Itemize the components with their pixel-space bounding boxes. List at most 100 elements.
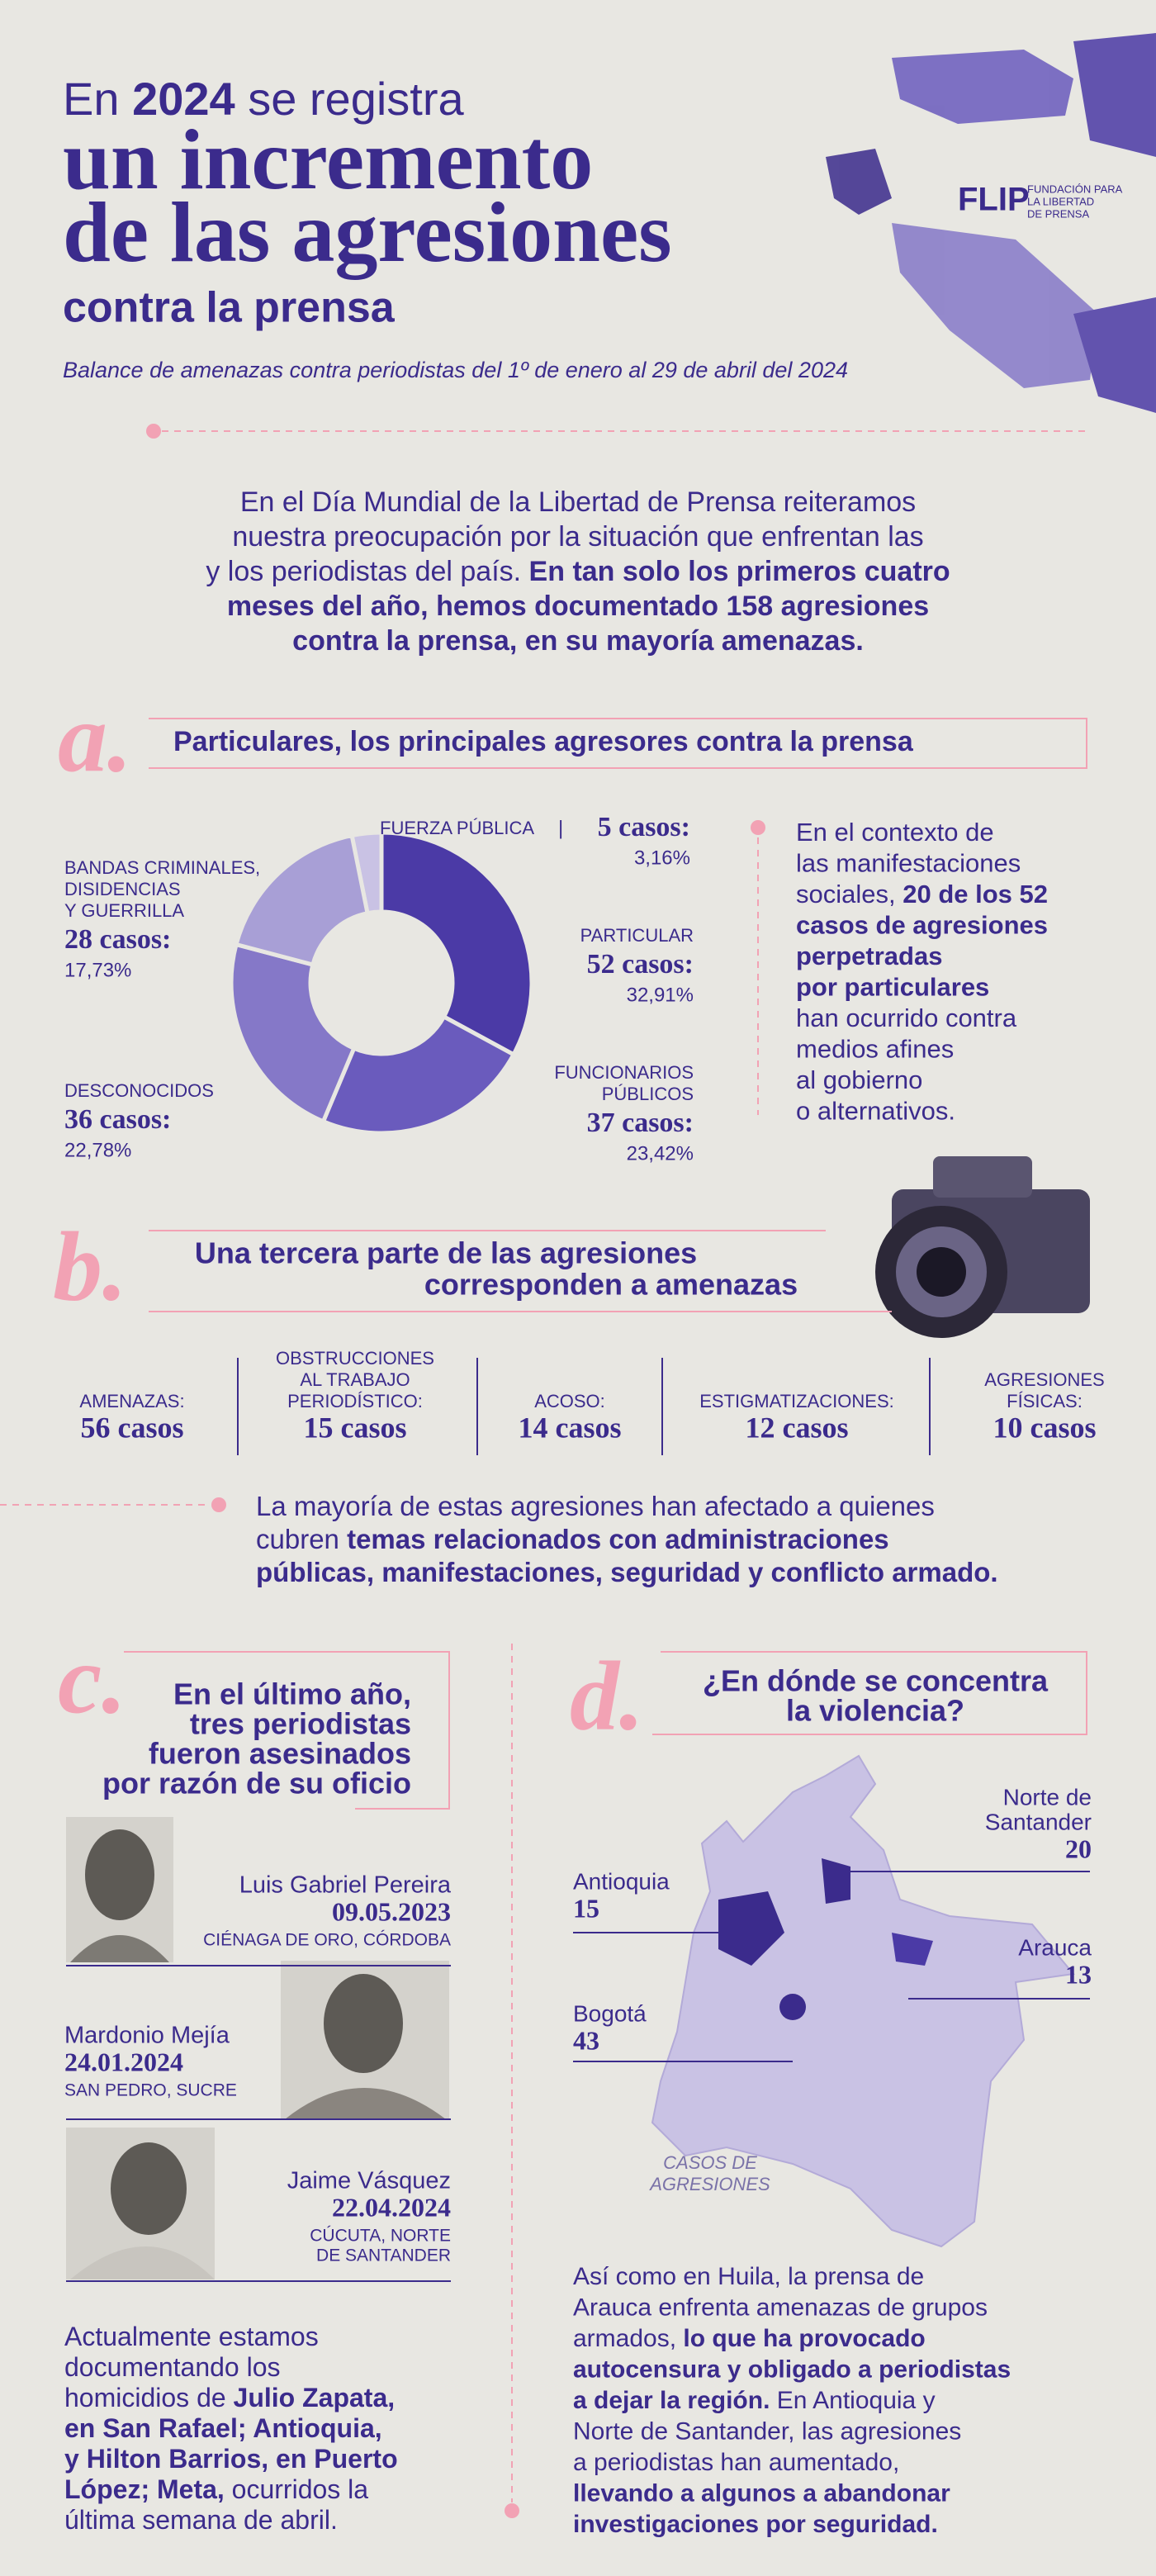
logo-mark: FLIP <box>958 182 1030 218</box>
note-text-part: las manifestaciones <box>796 849 1021 878</box>
intro-text-part: y los periodistas del país. <box>206 556 528 587</box>
hand <box>826 149 892 215</box>
header-box <box>124 1651 450 1810</box>
stat-value: 15 casos <box>304 1411 407 1444</box>
note-text: última semana de abril. <box>64 2505 338 2535</box>
section-title: Particulares, los principales agresores … <box>173 726 914 757</box>
lens <box>917 1247 966 1297</box>
note-text: o alternativos. <box>796 1097 955 1126</box>
logo: FLIP FUNDACIÓN PARA LA LIBERTAD DE PRENS… <box>958 182 1123 221</box>
camera-top <box>933 1156 1032 1198</box>
intro-text: En el Día Mundial de la Libertad de Pren… <box>240 486 916 518</box>
slice-name: DISIDENCIAS <box>64 879 181 899</box>
region-value: 20 <box>1065 1834 1092 1863</box>
title-part: se registra <box>235 73 465 125</box>
note-text-part: última semana de abril. <box>64 2505 338 2535</box>
logo-text: FUNDACIÓN PARA <box>1027 183 1123 195</box>
note-text-part: casos de agresiones <box>796 911 1048 940</box>
logo-text: LA LIBERTAD <box>1027 195 1094 207</box>
note-text: Norte de Santander, las agresiones <box>573 2417 961 2445</box>
slice-percent: 17,73% <box>64 959 131 981</box>
intro-text: nuestra preocupación por la situación qu… <box>232 521 923 553</box>
slice-cases: 52 casos: <box>587 949 694 980</box>
slice-cases: 5 casos: <box>598 812 690 842</box>
region-name: Santander <box>985 1809 1092 1834</box>
bullet <box>211 1497 226 1512</box>
note-text-part: cubren <box>256 1524 347 1554</box>
note-text: En el contexto de <box>796 818 994 847</box>
headline: de las agresiones <box>63 185 672 280</box>
note-text: casos de agresiones <box>796 911 1048 940</box>
region-name: Arauca <box>1018 1934 1092 1960</box>
title-part: En <box>63 73 132 125</box>
donut-slice <box>379 830 534 1058</box>
note-text-part: autocensura y obligado a periodistas <box>573 2355 1011 2383</box>
separator: | <box>558 817 563 839</box>
note-text: y Hilton Barrios, en Puerto <box>64 2444 398 2474</box>
person-place: DE SANTANDER <box>316 2246 451 2265</box>
map <box>651 1754 1075 2248</box>
slice-percent: 23,42% <box>627 1142 694 1165</box>
header-box <box>149 1230 892 1312</box>
slice-name: FUERZA PÚBLICA <box>380 818 534 838</box>
note-text: Arauca enfrenta amenazas de grupos <box>573 2294 988 2321</box>
section-title: Una tercera parte de las agresiones <box>195 1236 697 1270</box>
note-text: por particulares <box>796 973 989 1002</box>
shoulders <box>70 1935 169 1962</box>
note-text: documentando los <box>64 2352 281 2382</box>
slice-name: DESCONOCIDOS <box>64 1080 214 1101</box>
sleeve <box>1073 33 1156 157</box>
section-title: fueron asesinados <box>149 1737 411 1771</box>
map-caption: CASOS DE <box>663 2152 757 2173</box>
hand <box>892 50 1073 124</box>
note-text: han ocurrido contra <box>796 1003 1017 1032</box>
note-text-part: públicas, manifestaciones, seguridad y c… <box>256 1557 998 1587</box>
section-letter: b. <box>53 1212 127 1321</box>
note-text-part: han ocurrido contra <box>796 1003 1017 1032</box>
donut-slice <box>233 833 370 968</box>
intro-text-part: meses del año, hemos documentado 158 agr… <box>227 591 929 622</box>
person-date: 24.01.2024 <box>64 2047 183 2076</box>
slice-name: Y GUERRILLA <box>64 900 184 921</box>
note-text-part: temas relacionados con administraciones <box>347 1524 889 1554</box>
person-place: SAN PEDRO, SUCRE <box>64 2081 237 2100</box>
note-text: al gobierno <box>796 1065 922 1094</box>
note-text-part: o alternativos. <box>796 1097 955 1126</box>
hand <box>892 223 1098 388</box>
section-title: la violencia? <box>786 1694 964 1728</box>
note-text: a dejar la región. En Antioquia y <box>573 2387 936 2414</box>
stat-label: AGRESIONES <box>984 1369 1104 1390</box>
section-title: por razón de su oficio <box>102 1767 411 1800</box>
note-text-part: sociales, <box>796 880 903 908</box>
donut-slice <box>320 1013 517 1136</box>
note-text: investigaciones por seguridad. <box>573 2511 938 2538</box>
region-name: Bogotá <box>573 2000 647 2026</box>
note-text-part: 20 de los 52 <box>903 880 1048 908</box>
region-value: 15 <box>573 1893 599 1923</box>
stat-label: ESTIGMATIZACIONES: <box>699 1391 894 1411</box>
note-text-part: Actualmente estamos <box>64 2322 319 2351</box>
person-date: 09.05.2023 <box>332 1896 451 1926</box>
stat-value: 12 casos <box>746 1411 849 1444</box>
intro-text-part: nuestra preocupación por la situación qu… <box>232 521 923 553</box>
header-box <box>149 718 1087 769</box>
note-text-part: a dejar la región. <box>573 2387 770 2414</box>
person-name: Jaime Vásquez <box>287 2168 451 2194</box>
section-title: En el último año, <box>173 1677 411 1711</box>
note-text-part: En Antioquia y <box>770 2387 935 2414</box>
logo-text: DE PRENSA <box>1027 207 1089 220</box>
note-text: homicidios de Julio Zapata, <box>64 2383 395 2412</box>
map-leaders <box>573 1871 1090 2062</box>
note-text: Actualmente estamos <box>64 2322 319 2351</box>
head <box>324 1974 403 2073</box>
note-text-part: medios afines <box>796 1035 954 1064</box>
title-part: 2024 <box>132 73 235 125</box>
head <box>85 1829 154 1920</box>
note-text: las manifestaciones <box>796 849 1021 878</box>
portrait <box>66 1817 449 2279</box>
stat-label: ACOSO: <box>534 1391 605 1411</box>
section-letter: d. <box>570 1641 644 1751</box>
note-text: autocensura y obligado a periodistas <box>573 2355 1011 2383</box>
stat-dividers <box>237 1358 931 1455</box>
